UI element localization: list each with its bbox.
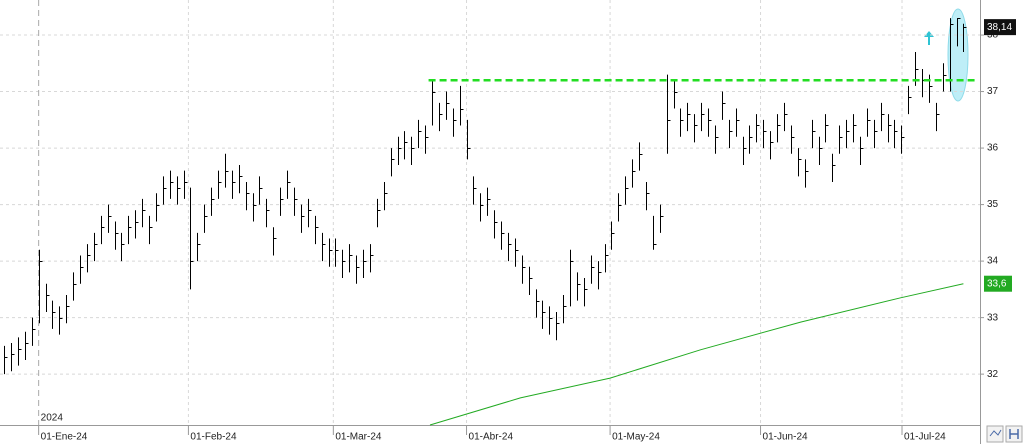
chart-type-icon xyxy=(989,429,1002,437)
up-arrow xyxy=(924,31,934,45)
x-tick-label: 01-Jun-24 xyxy=(763,432,808,443)
x-tick-label: 01-Mar-24 xyxy=(335,432,382,443)
ma-value-label: 33,6 xyxy=(987,278,1007,289)
y-tick-label: 38 xyxy=(987,30,999,41)
y-tick-label: 35 xyxy=(987,199,999,210)
y-tick-label: 34 xyxy=(987,256,999,267)
y-tick-label: 37 xyxy=(987,86,999,97)
x-tick-label: 01-Feb-24 xyxy=(190,432,237,443)
x-tick-label: 01-Abr-24 xyxy=(469,432,514,443)
x-tick-label: 01-Ene-24 xyxy=(41,432,88,443)
help-icon xyxy=(1009,429,1019,439)
moving-average-line xyxy=(429,283,964,426)
y-tick-label: 33 xyxy=(987,312,999,323)
ma-value-box xyxy=(984,275,1012,292)
last-price-box xyxy=(984,19,1016,36)
x-tick-label: 01-Jul-24 xyxy=(904,432,946,443)
last-price-label: 38,14 xyxy=(987,22,1012,33)
y-tick-label: 32 xyxy=(987,369,999,380)
y-tick-label: 36 xyxy=(987,143,999,154)
year-label: 2024 xyxy=(41,413,64,424)
chart-type-button[interactable] xyxy=(986,425,1004,443)
x-tick-label: 01-May-24 xyxy=(612,432,660,443)
